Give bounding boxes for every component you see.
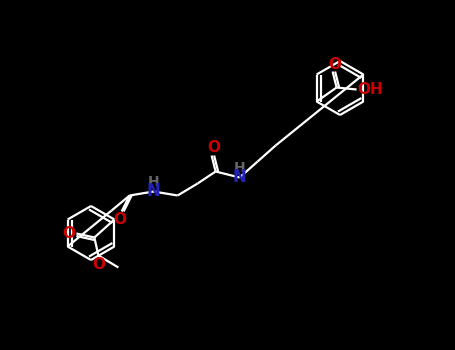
Text: H: H xyxy=(234,161,245,175)
Text: O: O xyxy=(92,257,105,272)
Text: N: N xyxy=(147,182,161,201)
Text: N: N xyxy=(233,168,247,187)
Text: O: O xyxy=(207,140,220,155)
Text: O: O xyxy=(113,212,126,227)
Text: O: O xyxy=(62,226,75,241)
Text: O: O xyxy=(328,57,341,72)
Text: H: H xyxy=(148,175,159,189)
Text: OH: OH xyxy=(358,82,384,97)
